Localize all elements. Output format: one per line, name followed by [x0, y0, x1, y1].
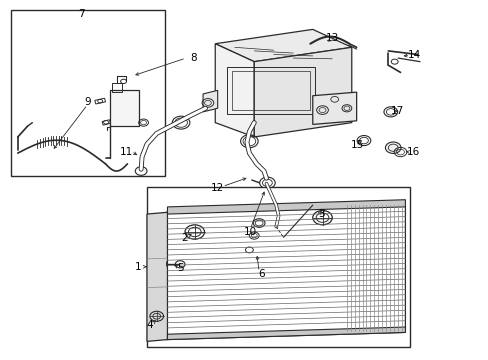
Polygon shape — [147, 212, 167, 341]
Bar — [112, 83, 122, 92]
Polygon shape — [167, 327, 405, 339]
Text: 3: 3 — [317, 209, 324, 219]
Polygon shape — [254, 47, 351, 137]
Polygon shape — [203, 90, 217, 112]
Text: 5: 5 — [177, 263, 183, 273]
Text: 11: 11 — [120, 147, 133, 157]
Text: 14: 14 — [407, 50, 420, 60]
Text: 17: 17 — [390, 106, 403, 116]
Text: 15: 15 — [350, 140, 364, 150]
Text: 12: 12 — [211, 183, 224, 193]
Polygon shape — [215, 44, 254, 137]
Polygon shape — [147, 187, 409, 347]
Text: 6: 6 — [258, 269, 265, 279]
Polygon shape — [167, 200, 405, 214]
Text: 9: 9 — [84, 97, 91, 107]
Bar — [232, 71, 310, 110]
Bar — [110, 90, 139, 126]
Text: 4: 4 — [146, 320, 152, 330]
Text: 7: 7 — [78, 9, 84, 19]
Text: 2: 2 — [182, 233, 188, 243]
Polygon shape — [166, 205, 405, 339]
Text: 10: 10 — [244, 227, 256, 237]
Text: 13: 13 — [325, 33, 338, 42]
Text: 8: 8 — [190, 53, 196, 63]
Text: 16: 16 — [406, 147, 420, 157]
Circle shape — [385, 142, 400, 153]
Text: 1: 1 — [135, 262, 141, 272]
Polygon shape — [215, 30, 351, 62]
Polygon shape — [312, 92, 356, 125]
Bar — [11, 10, 164, 176]
Bar — [227, 67, 315, 114]
